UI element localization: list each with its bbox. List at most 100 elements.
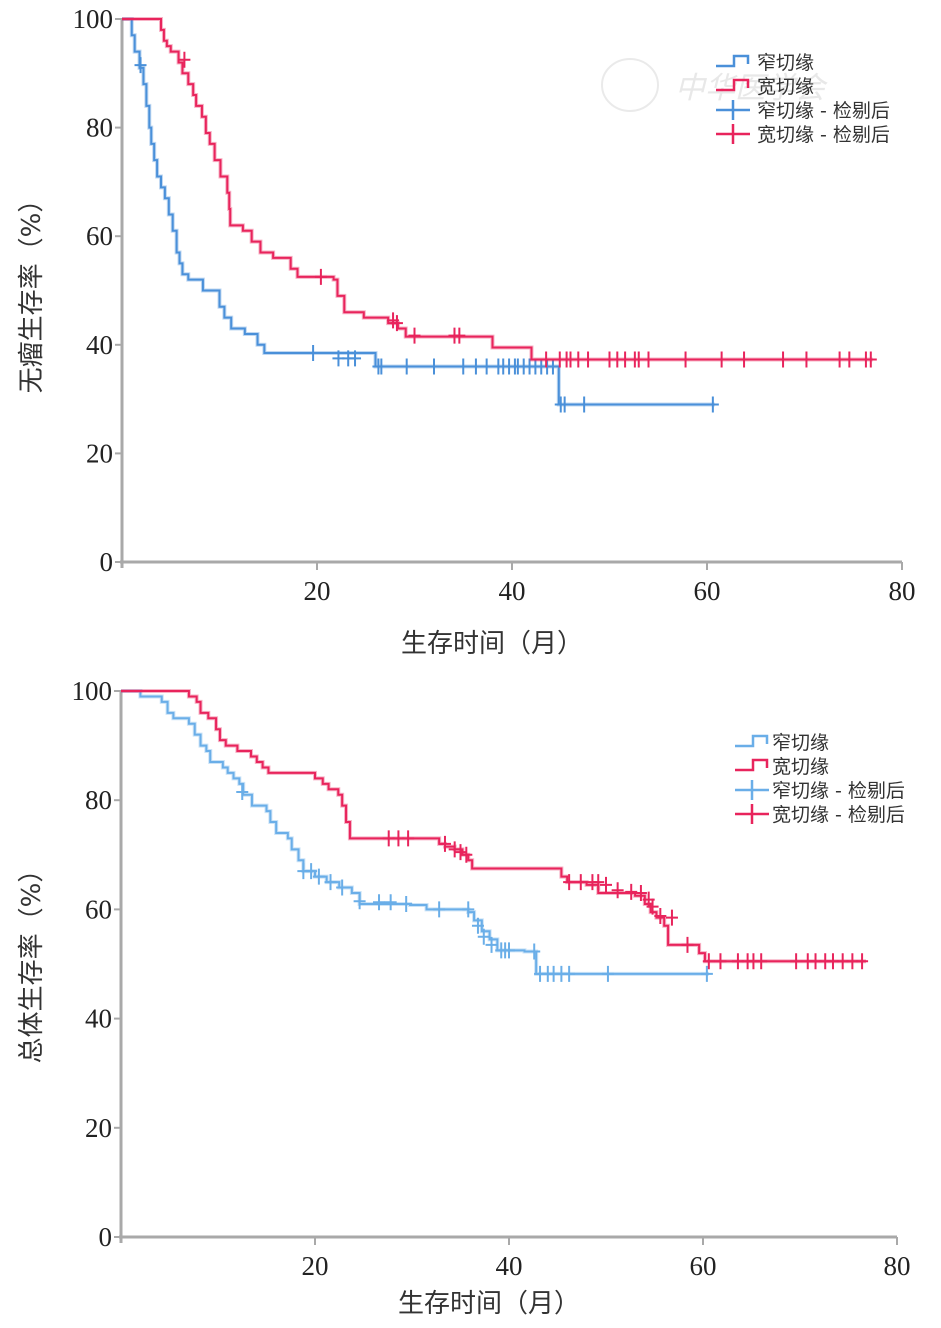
- legend-label: 窄切缘 - 检剔后: [757, 100, 890, 122]
- censor-mark: [546, 358, 559, 375]
- censor-mark: [471, 917, 484, 934]
- legend-censor-icon: [716, 100, 750, 120]
- x-tick-label: 40: [499, 576, 526, 606]
- chart-overall-survival: 0 20 40 60 80 100 20 40 60 80 生存时间（月） 总体生存率（%） 窄…: [17, 676, 911, 1319]
- censor-mark: [665, 909, 678, 926]
- legend-step-icon: [735, 758, 769, 772]
- censor-mark: [336, 879, 349, 896]
- censor-mark: [790, 953, 803, 970]
- legend-item-narrow-censored: 窄切缘 - 检剔后: [735, 780, 905, 802]
- censor-mark: [390, 315, 403, 332]
- legend-censor-icon: [716, 124, 750, 144]
- censor-mark: [715, 351, 728, 368]
- legend-label: 窄切缘: [757, 52, 814, 74]
- censor-mark: [700, 965, 713, 982]
- censor-mark: [236, 784, 249, 801]
- censor-mark: [453, 327, 466, 344]
- censor-mark: [600, 876, 612, 893]
- km-curve: [121, 690, 866, 963]
- censor-mark: [457, 358, 470, 375]
- censor-mark: [503, 942, 515, 959]
- legend-step-icon: [735, 734, 769, 748]
- legend-label: 宽切缘: [757, 76, 814, 98]
- censor-mark: [438, 835, 451, 852]
- censor-mark: [706, 396, 719, 413]
- y-tick-label: 0: [99, 1222, 113, 1252]
- watermark-seal-icon: [601, 58, 659, 112]
- legend-item-wide-censored: 宽切缘 - 检剔后: [735, 804, 905, 826]
- censor-mark: [856, 953, 869, 970]
- legend-item-narrow: 窄切缘: [716, 52, 814, 74]
- legend-step-icon: [716, 78, 750, 92]
- series-wide-margin: [121, 689, 869, 970]
- legend-item-wide-censored: 宽切缘 - 检剔后: [716, 124, 890, 146]
- legend-item-wide: 宽切缘: [735, 756, 829, 778]
- censor-mark: [634, 885, 647, 902]
- censor-mark: [563, 965, 576, 982]
- censor-mark: [679, 351, 692, 368]
- legend: 窄切缘 宽切缘 窄切缘 - 检剔后 宽切缘 - 检剔后: [735, 732, 905, 826]
- y-tick-label: 20: [86, 438, 113, 468]
- y-tick-label: 60: [85, 894, 112, 924]
- censor-mark: [563, 874, 576, 891]
- censor-mark: [864, 351, 877, 368]
- km-curve: [122, 18, 715, 406]
- censor-mark: [469, 358, 482, 375]
- x-tick-label: 60: [690, 1251, 717, 1281]
- series-layer: [121, 689, 869, 982]
- censor-mark: [353, 893, 366, 910]
- censor-mark: [777, 351, 790, 368]
- censor-mark: [433, 901, 446, 918]
- legend-label: 宽切缘 - 检剔后: [757, 124, 890, 146]
- y-axis-title: 无瘤生存率（%）: [17, 187, 47, 394]
- censor-mark: [400, 358, 413, 375]
- y-tick-label: 40: [86, 330, 113, 360]
- censor-mark: [714, 953, 727, 970]
- censor-mark: [349, 350, 362, 367]
- x-axis-title: 生存时间（月）: [401, 629, 583, 659]
- censor-mark: [480, 358, 493, 375]
- x-tick-labels: 20 40 60 80: [304, 576, 916, 606]
- km-curve-halo: [122, 17, 715, 407]
- censor-mark: [642, 351, 655, 368]
- censor-mark: [375, 358, 388, 375]
- censor-mark: [460, 846, 473, 863]
- legend-censor-icon: [735, 804, 769, 824]
- watermark-text: 中华医学会: [675, 71, 828, 106]
- km-curve: [122, 18, 873, 361]
- series-narrow-margin: [122, 17, 719, 413]
- x-tick-label: 40: [496, 1251, 523, 1281]
- legend-item-narrow-censored: 窄切缘 - 检剔后: [716, 100, 890, 122]
- censor-mark: [540, 351, 553, 368]
- censor-mark: [448, 841, 461, 858]
- y-tick-label: 100: [72, 676, 113, 706]
- censor-mark: [755, 953, 768, 970]
- censor-mark: [738, 351, 751, 368]
- x-tick-label: 80: [889, 576, 916, 606]
- y-tick-label: 80: [85, 785, 112, 815]
- x-tick-label: 80: [884, 1251, 911, 1281]
- y-tick-labels: 0 20 40 60 80 100: [72, 676, 113, 1252]
- censor-mark: [528, 943, 541, 960]
- legend-step-icon: [716, 54, 750, 68]
- censor-mark: [611, 882, 624, 899]
- censor-mark: [373, 894, 386, 911]
- x-axis-title: 生存时间（月）: [398, 1289, 580, 1319]
- censor-mark: [384, 894, 397, 911]
- censor-mark: [485, 936, 498, 953]
- censor-mark: [462, 901, 475, 918]
- chart-disease-free-survival: 0 20 40 60 80 100 20 40 60 80 生存时间（月） 无瘤生存率（%） 窄…: [17, 4, 916, 659]
- censor-mark: [601, 965, 614, 982]
- censor-mark: [477, 928, 490, 945]
- censor-mark: [408, 327, 421, 344]
- y-tick-label: 80: [86, 113, 113, 143]
- x-tick-label: 20: [302, 1251, 329, 1281]
- series-layer: [122, 17, 877, 413]
- legend-label: 宽切缘: [772, 756, 829, 778]
- watermark: 中华医学会: [601, 58, 828, 112]
- x-tick-label: 60: [694, 576, 721, 606]
- censor-mark: [578, 396, 591, 413]
- censor-mark: [582, 351, 595, 368]
- series-wide-margin: [122, 17, 877, 368]
